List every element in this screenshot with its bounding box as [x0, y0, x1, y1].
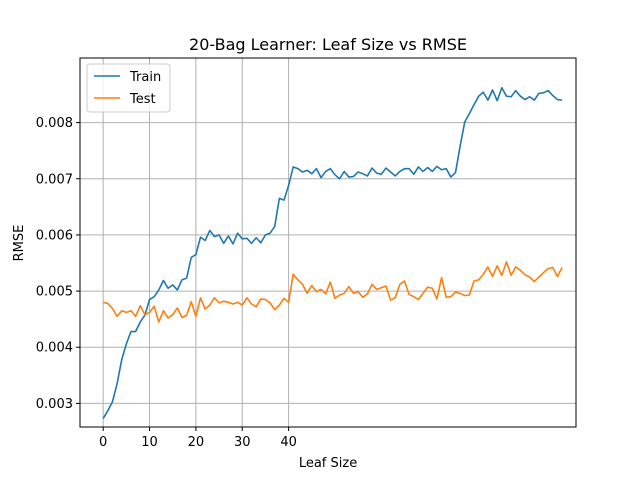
series-line-train [102, 86, 563, 419]
y-tick-label: 0.006 [36, 228, 73, 243]
grid-lines [80, 58, 576, 427]
x-tick-label: 30 [234, 435, 251, 450]
plot-area [80, 58, 576, 427]
series-lines [102, 86, 563, 419]
x-axis-label: Leaf Size [299, 456, 357, 471]
legend: Train Test [86, 63, 171, 113]
x-tick-label: 20 [188, 435, 205, 450]
series-line-test [102, 261, 563, 323]
legend-label-train: Train [129, 70, 161, 85]
y-tick-label: 0.008 [36, 116, 73, 131]
legend-label-test: Test [129, 92, 156, 107]
y-axis-ticks: 0.003 0.004 0.005 0.006 0.007 0.008 [36, 116, 80, 412]
y-tick-label: 0.004 [36, 341, 73, 356]
x-axis-ticks: 0 10 20 30 40 [99, 427, 297, 450]
x-tick-label: 10 [141, 435, 158, 450]
y-axis-label: RMSE [12, 225, 27, 262]
y-tick-label: 0.003 [36, 397, 73, 412]
y-tick-label: 0.007 [36, 172, 73, 187]
plot-frame [79, 57, 577, 428]
x-tick-label: 0 [99, 435, 107, 450]
chart-title: 20-Bag Learner: Leaf Size vs RMSE [189, 35, 467, 54]
x-tick-label: 40 [280, 435, 297, 450]
y-tick-label: 0.005 [36, 285, 73, 300]
